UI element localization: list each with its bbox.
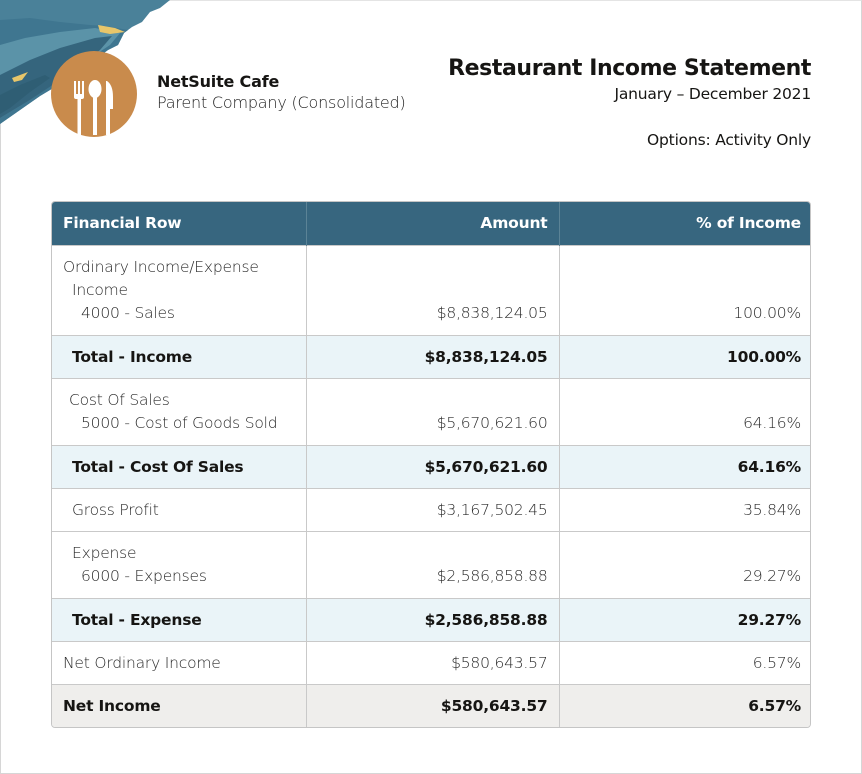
table-row-expenses: Expense 6000 - Expenses $2,586,858.88 29…	[52, 530, 810, 598]
company-block: NetSuite Cafe Parent Company (Consolidat…	[157, 72, 406, 114]
table-row-total-income: Total - Income $8,838,124.05 100.00%	[52, 334, 810, 378]
section-label-income: Income	[72, 280, 128, 299]
percent-cell: 35.84%	[558, 487, 810, 531]
percent-cell: 64.16%	[558, 444, 810, 488]
column-header-percent-of-income: % of Income	[558, 202, 810, 245]
row-label-text: Gross Profit	[72, 500, 159, 519]
utensils-icon	[74, 80, 113, 135]
amount-cell: $2,586,858.88	[305, 597, 559, 641]
percent-cell: 6.57%	[558, 640, 810, 684]
subsidiary-name: Parent Company (Consolidated)	[157, 93, 406, 112]
row-label-text: Total - Cost Of Sales	[72, 457, 244, 476]
table-row-gross-profit: Gross Profit $3,167,502.45 35.84%	[52, 487, 810, 531]
amount-cell: $5,670,621.60	[305, 444, 559, 488]
amount-cell: $2,586,858.88	[305, 530, 559, 598]
income-statement-table: Financial Row Amount % of Income Ordinar…	[51, 201, 811, 728]
section-label-expense: Expense	[72, 543, 137, 562]
table-row-total-cost-of-sales: Total - Cost Of Sales $5,670,621.60 64.1…	[52, 444, 810, 488]
table-row-net-ordinary-income: Net Ordinary Income $580,643.57 6.57%	[52, 640, 810, 684]
percent-cell: 100.00%	[558, 334, 810, 378]
section-label-cost-of-sales: Cost Of Sales	[69, 390, 170, 409]
amount-cell: $8,838,124.05	[305, 334, 559, 378]
company-name: NetSuite Cafe	[157, 72, 280, 91]
row-label: Total - Income	[52, 334, 306, 378]
amount-cell: $5,670,621.60	[305, 377, 559, 445]
percent-cell: 64.16%	[558, 377, 810, 445]
percent-cell: 6.57%	[558, 683, 810, 727]
column-header-financial-row: Financial Row	[52, 202, 306, 245]
row-label: Total - Cost Of Sales	[52, 444, 306, 488]
row-label: Expense 6000 - Expenses	[52, 530, 306, 598]
table-header-row: Financial Row Amount % of Income	[52, 202, 810, 245]
row-label: Gross Profit	[52, 487, 306, 531]
report-options: Options: Activity Only	[647, 131, 811, 149]
company-logo	[51, 51, 137, 137]
row-label-text: Total - Income	[72, 347, 193, 366]
table-row-cost-of-goods-sold: Cost Of Sales 5000 - Cost of Goods Sold …	[52, 377, 810, 445]
percent-cell: 100.00%	[558, 244, 810, 335]
row-label: Ordinary Income/Expense Income 4000 - Sa…	[52, 244, 306, 335]
amount-cell: $580,643.57	[305, 640, 559, 684]
table-row-sales: Ordinary Income/Expense Income 4000 - Sa…	[52, 244, 810, 335]
report-period: January – December 2021	[614, 85, 811, 103]
amount-cell: $580,643.57	[305, 683, 559, 727]
row-label: Net Income	[52, 683, 306, 727]
row-label-text: Total - Expense	[72, 610, 202, 629]
amount-cell: $3,167,502.45	[305, 487, 559, 531]
account-label-expenses: 6000 - Expenses	[81, 566, 207, 585]
row-label: Total - Expense	[52, 597, 306, 641]
account-label-cogs: 5000 - Cost of Goods Sold	[81, 413, 278, 432]
percent-cell: 29.27%	[558, 597, 810, 641]
table-row-net-income: Net Income $580,643.57 6.57%	[52, 683, 810, 727]
table-row-total-expense: Total - Expense $2,586,858.88 29.27%	[52, 597, 810, 641]
row-label: Net Ordinary Income	[52, 640, 306, 684]
amount-cell: $8,838,124.05	[305, 244, 559, 335]
report-header: Restaurant Income Statement January – De…	[448, 56, 811, 152]
percent-cell: 29.27%	[558, 530, 810, 598]
column-header-amount: Amount	[305, 202, 559, 245]
report-title: Restaurant Income Statement	[448, 56, 811, 81]
account-label-sales: 4000 - Sales	[81, 303, 175, 322]
row-label: Cost Of Sales 5000 - Cost of Goods Sold	[52, 377, 306, 445]
section-label-ordinary-income-expense: Ordinary Income/Expense	[63, 257, 259, 276]
